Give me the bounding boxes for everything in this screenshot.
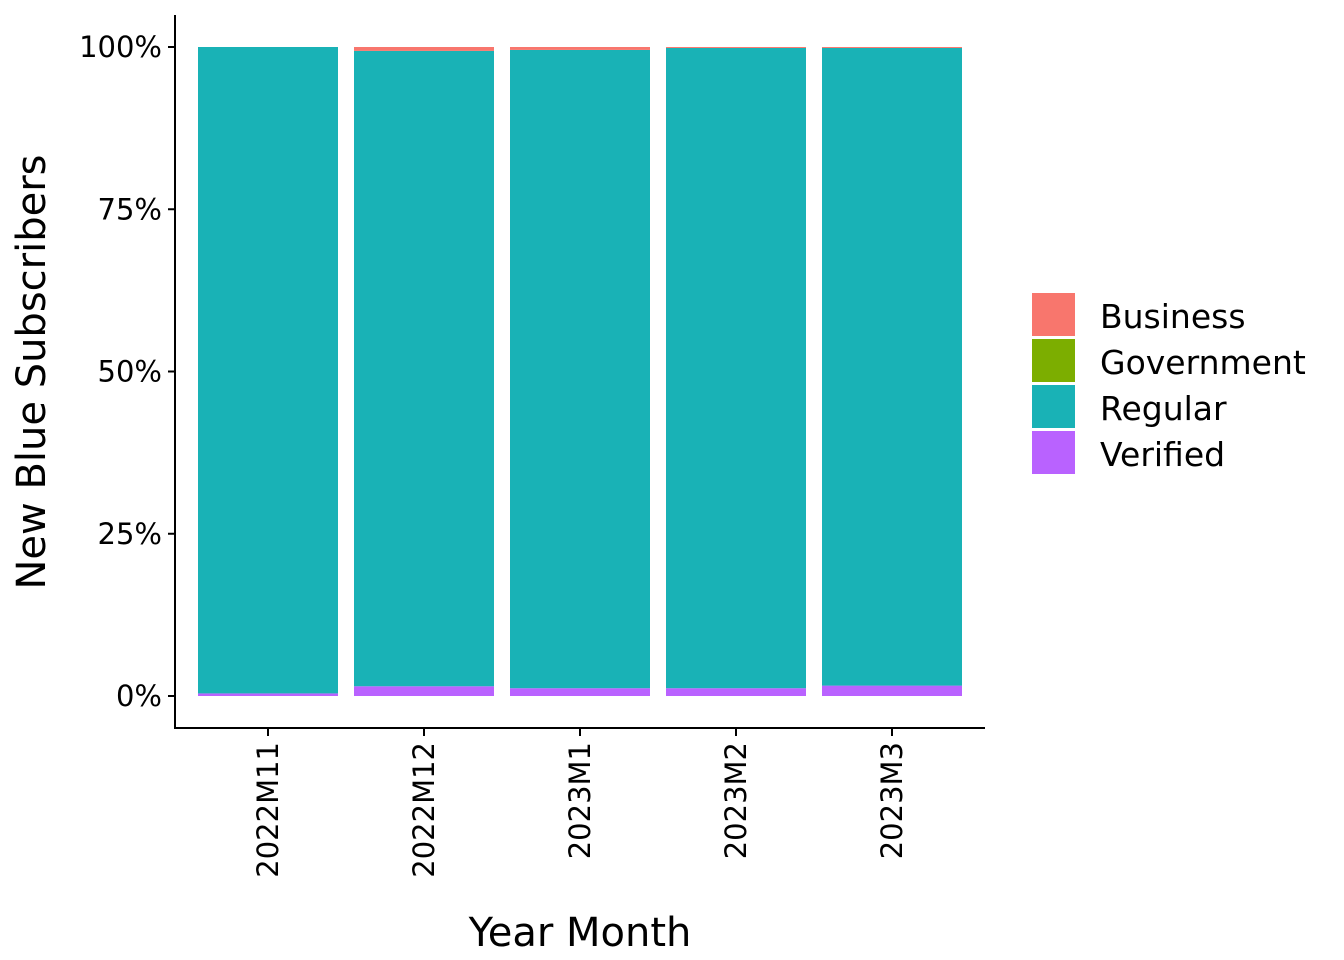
- bars-layer: [198, 47, 962, 696]
- y-axis-title: New Blue Subscribers: [9, 155, 55, 590]
- bar-verified-2022M12: [354, 686, 494, 696]
- legend-label-government: Government: [1100, 343, 1306, 382]
- x-ticks: 2022M11 2022M12 2023M1 2023M2 2023M3: [251, 728, 909, 878]
- x-tick-label: 2022M11: [251, 742, 285, 878]
- x-tick-label: 2022M12: [407, 742, 441, 878]
- legend-label-regular: Regular: [1100, 389, 1227, 428]
- y-tick-label: 25%: [98, 517, 162, 551]
- y-tick-label: 0%: [116, 679, 162, 713]
- bar-regular-2022M12: [354, 50, 494, 687]
- bar-verified-2023M1: [510, 688, 650, 696]
- bar-regular-2023M2: [666, 47, 806, 689]
- y-tick-label: 100%: [79, 30, 162, 64]
- legend-key-verified: [1032, 431, 1075, 474]
- bar-business-2023M3: [822, 47, 962, 48]
- bar-verified-2023M2: [666, 688, 806, 696]
- legend-key-government: [1032, 339, 1075, 382]
- x-tick-label: 2023M3: [875, 742, 909, 859]
- y-ticks: 0% 25% 50% 75% 100%: [79, 30, 175, 713]
- bar-business-2023M1: [510, 47, 650, 50]
- bar-regular-2023M3: [822, 47, 962, 686]
- x-tick-label: 2023M2: [719, 742, 753, 859]
- legend-label-business: Business: [1100, 297, 1246, 336]
- bar-verified-2022M11: [198, 693, 338, 696]
- legend: Business Government Regular Verified: [1032, 293, 1306, 474]
- legend-label-verified: Verified: [1100, 435, 1225, 474]
- bar-business-2022M12: [354, 47, 494, 51]
- y-tick-label: 75%: [98, 192, 162, 226]
- y-tick-label: 50%: [98, 355, 162, 389]
- x-axis-title: Year Month: [468, 910, 692, 956]
- legend-key-regular: [1032, 385, 1075, 428]
- x-tick-label: 2023M1: [563, 742, 597, 859]
- bar-regular-2022M11: [198, 47, 338, 694]
- legend-key-business: [1032, 293, 1075, 336]
- bar-verified-2023M3: [822, 685, 962, 696]
- bar-regular-2023M1: [510, 49, 650, 689]
- bar-business-2023M2: [666, 47, 806, 48]
